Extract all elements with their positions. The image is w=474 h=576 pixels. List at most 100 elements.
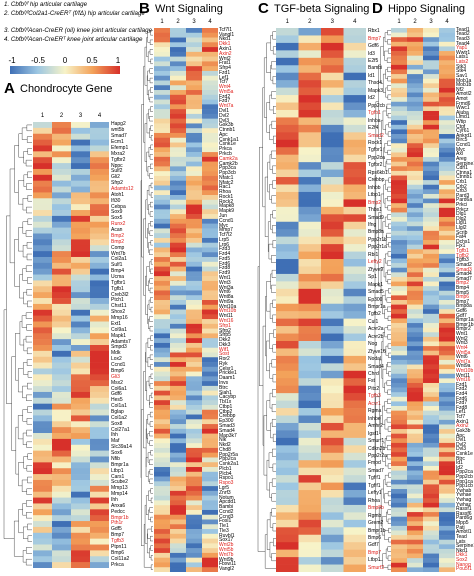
heatmap-cell [439,447,455,453]
gene-label: Pedcc [111,508,125,515]
gene-label: Dvl2 [456,441,467,448]
gene-label: Bmpr1b [368,527,386,534]
heatmap-cell [391,28,408,33]
heatmap-cell [202,385,218,391]
gene-label: Ywhaz [456,501,472,508]
heatmap-cell [154,471,171,477]
heatmap-cell [321,408,344,416]
heatmap-cell [33,339,53,346]
heatmap-cell [170,462,187,468]
heatmap-cell [407,28,424,33]
heatmap-cell [33,210,53,217]
heatmap-cell [407,74,424,80]
heatmap-cell [71,151,91,158]
gene-label: Gdf6 [456,308,467,315]
heatmap-cell [439,493,455,499]
heatmap-cell [186,218,203,224]
heatmap-cell [343,206,366,215]
heatmap-cell [298,124,322,133]
heatmap-cell [170,433,187,439]
heatmap-cell [186,156,203,162]
gene-label: Tgfb3 [368,393,381,400]
heatmap-cell [154,495,171,501]
heatmap-cell [343,340,366,349]
dendrogram-branch [386,364,389,374]
heatmap-cell [391,134,408,139]
heatmap-cell [391,548,408,554]
heatmap-cell [33,544,53,551]
heatmap-cell [202,214,218,220]
gene-label: Serpine1 [456,543,474,550]
heatmap-cell [33,380,53,387]
heatmap-cell [321,147,344,155]
heatmap-cell [170,42,187,48]
heatmap-cell [423,106,440,112]
heatmap-cell [321,266,344,275]
gene-label: Creb3l2 [111,291,129,298]
heatmap-cell [170,428,187,434]
heatmap-cell [202,457,218,463]
heatmap-cell [186,333,203,339]
heatmap-cell [202,333,218,339]
heatmap-cell [90,362,109,369]
gene-label: Sox17 [219,537,234,544]
dendrogram-branch [388,223,391,229]
heatmap-cell [186,280,203,286]
heatmap-cell [33,444,53,451]
dendrogram-branch [150,221,153,227]
heatmap-cell [439,304,455,310]
heatmap-cell [343,512,366,521]
heatmap-cell [407,424,424,430]
heatmap-cell [423,60,440,66]
heatmap-cell [439,369,455,375]
dendrogram-branch [384,290,389,301]
heatmap-cell [439,161,455,167]
heatmap-cell [170,185,187,191]
heatmap-cell [276,259,299,267]
gene-label: Wnt1 [456,331,468,338]
heatmap-cell [343,445,366,454]
heatmap-cell [298,415,322,424]
dendrogram-branch [27,277,32,284]
heatmap-cell [154,347,171,353]
gene-label: Ecm1 [111,139,124,146]
heatmap-cell [90,509,109,516]
gene-label: Map3k7 [219,432,237,439]
heatmap-cell [33,186,53,193]
dendrogram-branch [382,405,385,425]
heatmap-cell [423,28,440,33]
heatmap-cell [298,65,322,74]
column-number: 2 [413,19,417,25]
heatmap-cell [276,318,299,327]
gene-label: Fzd6 [219,260,231,267]
heatmap-cell [439,470,455,476]
heatmap-cell [52,438,72,446]
gene-label: Smad4 [368,363,384,370]
dendrogram-branch [150,192,153,198]
heatmap-cell [407,69,424,75]
heatmap-cell [298,184,322,193]
heatmap-cell [71,368,91,375]
dendrogram-branch [263,415,267,476]
heatmap-cell [154,338,171,344]
heatmap-cell [439,290,455,296]
heatmap-cell [90,215,109,223]
heatmap-cell [186,175,203,182]
dendrogram-branch [150,163,153,169]
dendrogram-branch [385,456,389,467]
dendrogram-branch [378,212,382,287]
heatmap-cell [391,267,408,273]
heatmap-cell [298,236,322,245]
gene-label: Bmp6 [456,294,470,301]
dendrogram-branch [265,296,267,357]
heatmap-cell [186,70,203,77]
dendrogram-branch [149,68,153,74]
heatmap-cell [170,128,187,134]
heatmap-cell [298,452,322,461]
dendrogram-branch [148,223,151,234]
heatmap-cell [52,468,72,475]
heatmap-cell [52,315,72,322]
heatmap-cell [90,168,109,176]
gene-label: Dvl3 [219,117,230,124]
dendrogram-branch [388,371,391,377]
